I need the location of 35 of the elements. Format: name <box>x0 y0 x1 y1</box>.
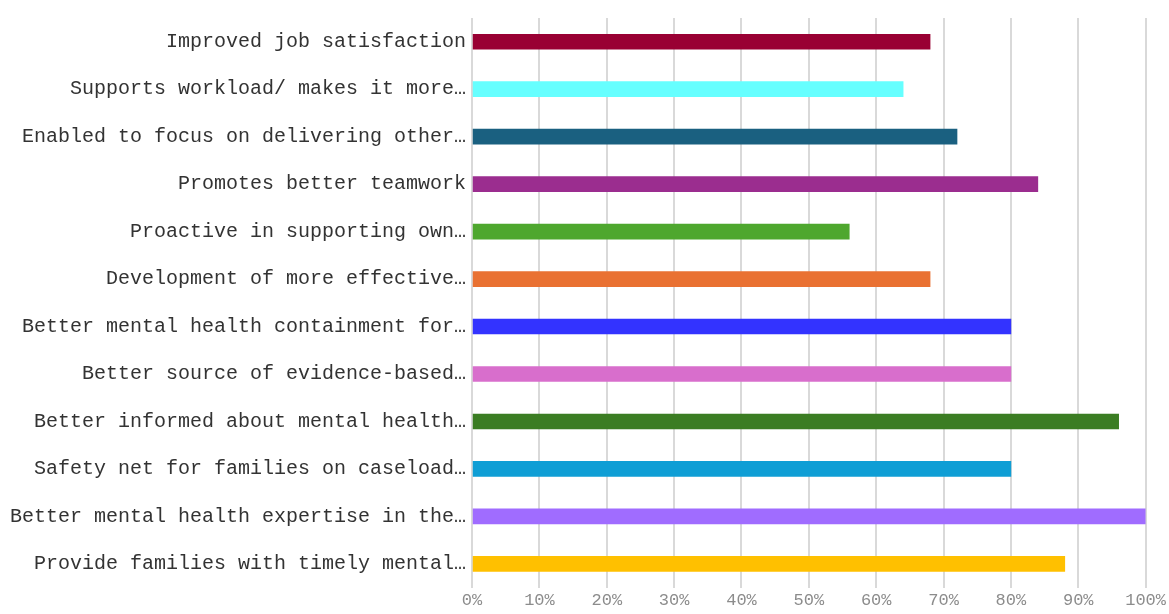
y-tick-label: Provide families with timely mental… <box>34 552 467 576</box>
x-tick-label: 0% <box>461 591 484 611</box>
y-tick-label: Supports workload/ makes it more… <box>70 77 467 101</box>
bar <box>472 366 1012 382</box>
y-tick-label: Safety net for families on caseload… <box>34 457 467 481</box>
bar <box>472 461 1012 477</box>
bar <box>472 508 1146 525</box>
bar <box>472 81 904 98</box>
x-tick-label: 10% <box>524 591 556 611</box>
x-tick-label: 100% <box>1125 591 1167 611</box>
bar <box>472 33 931 50</box>
y-tick-label: Development of more effective… <box>106 267 467 291</box>
x-tick-label: 90% <box>1062 591 1095 611</box>
y-tick-label: Better mental health containment for… <box>22 314 467 338</box>
bar <box>472 271 931 287</box>
y-tick-label: Enabled to focus on delivering other… <box>22 124 467 148</box>
y-tick-label: Improved job satisfaction <box>166 30 467 54</box>
x-tick-label: 30% <box>658 591 691 611</box>
x-tick-label: 80% <box>995 591 1027 611</box>
bar <box>472 128 958 145</box>
x-tick-label: 40% <box>726 591 758 611</box>
bar <box>472 223 850 240</box>
x-tick-label: 20% <box>591 591 623 611</box>
bar <box>472 556 1066 572</box>
bar <box>472 176 1039 192</box>
y-tick-label: Proactive in supporting own… <box>130 219 467 243</box>
y-tick-label: Better mental health expertise in the… <box>10 504 467 528</box>
x-tick-label: 50% <box>793 591 825 611</box>
x-tick-label: 70% <box>928 591 960 611</box>
x-tick-label: 60% <box>860 591 893 611</box>
y-tick-label: Better informed about mental health… <box>34 409 467 433</box>
y-tick-label: Better source of evidence-based… <box>82 362 467 386</box>
bar <box>472 413 1119 430</box>
y-tick-label: Promotes better teamwork <box>178 172 467 196</box>
bar <box>472 318 1012 335</box>
